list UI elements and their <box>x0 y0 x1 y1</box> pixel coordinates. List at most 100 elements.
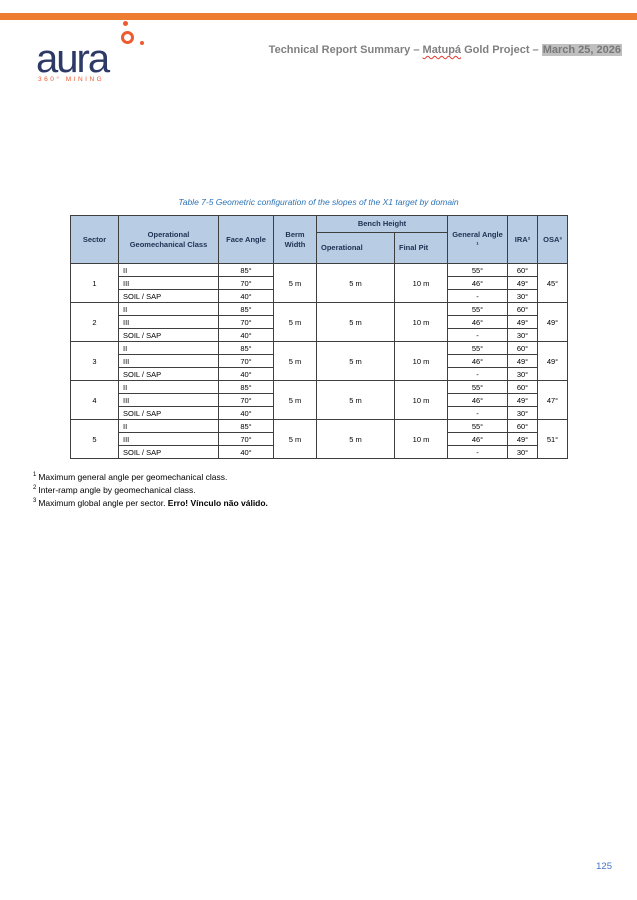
geomech-class-cell: III <box>118 315 219 329</box>
aura-logo: aura 360° MINING <box>36 14 166 89</box>
sector-cell: 1 <box>70 263 119 303</box>
footnote-3-marker: 3 <box>33 498 37 504</box>
face-angle-cell: 40° <box>218 289 274 303</box>
header-final-pit: Final Pit <box>394 232 448 264</box>
osa-cell: 49° <box>537 341 568 381</box>
table-row: SOIL / SAP 40° -30° <box>71 406 568 420</box>
general-angle-cell: 46° <box>447 393 508 407</box>
face-angle-cell: 70° <box>218 276 274 290</box>
face-angle-cell: 70° <box>218 393 274 407</box>
general-angle-cell: 55° <box>447 380 508 394</box>
ira-cell: 49° <box>507 432 538 446</box>
general-angle-cell: - <box>447 328 508 342</box>
berm-width-cell: 5 m <box>273 341 317 381</box>
ira-cell: 60° <box>507 419 538 433</box>
berm-width-cell: 5 m <box>273 380 317 420</box>
ira-cell: 60° <box>507 302 538 316</box>
ira-cell: 30° <box>507 367 538 381</box>
general-angle-cell: - <box>447 445 508 459</box>
bench-operational-cell: 5 m <box>316 302 395 342</box>
berm-width-cell: 5 m <box>273 419 317 459</box>
header-date-field: March 25, 2026 <box>541 44 622 56</box>
bench-operational-cell: 5 m <box>316 380 395 420</box>
header-title-part1: Technical Report Summary – <box>268 44 423 56</box>
ira-cell: 49° <box>507 315 538 329</box>
footnote-3-text: Maximum global angle per sector. <box>38 497 168 508</box>
bench-final-pit-cell: 10 m <box>394 263 448 303</box>
logo-tagline: 360° MINING <box>38 76 105 83</box>
geomech-class-cell: III <box>118 432 219 446</box>
ira-cell: 49° <box>507 393 538 407</box>
ira-cell: 49° <box>507 354 538 368</box>
sector-cell: 4 <box>70 380 119 420</box>
geomech-class-cell: SOIL / SAP <box>118 367 219 381</box>
document-header: Technical Report Summary – Matupá Gold P… <box>160 44 622 56</box>
geomech-class-cell: SOIL / SAP <box>118 406 219 420</box>
header-berm-width: Berm Width <box>273 215 317 264</box>
general-angle-cell: 46° <box>447 315 508 329</box>
logo-ring-icon <box>121 31 134 44</box>
ira-cell: 30° <box>507 406 538 420</box>
geomech-class-cell: II <box>118 263 219 277</box>
berm-width-cell: 5 m <box>273 302 317 342</box>
footnote-2: 2 Inter-ramp angle by geomechanical class… <box>33 482 268 495</box>
header-project-name: Matupá <box>422 44 462 56</box>
sector-cell: 2 <box>70 302 119 342</box>
bench-final-pit-cell: 10 m <box>394 419 448 459</box>
ira-cell: 60° <box>507 263 538 277</box>
footnote-1: 1 Maximum general angle per geomechanical… <box>33 469 268 482</box>
general-angle-cell: - <box>447 289 508 303</box>
logo-dot-icon <box>123 21 128 26</box>
geomech-class-cell: SOIL / SAP <box>118 289 219 303</box>
table-section: Table 7-5 Geometric configuration of the… <box>70 197 568 459</box>
general-angle-cell: - <box>447 406 508 420</box>
sector-cell: 3 <box>70 341 119 381</box>
geomech-class-cell: II <box>118 302 219 316</box>
header-general-angle: General Angle ¹ <box>447 215 508 264</box>
geomech-class-cell: II <box>118 419 219 433</box>
header-ira: IRA² <box>507 215 538 264</box>
bench-operational-cell: 5 m <box>316 341 395 381</box>
face-angle-cell: 85° <box>218 419 274 433</box>
osa-cell: 49° <box>537 302 568 342</box>
face-angle-cell: 85° <box>218 341 274 355</box>
footnote-2-marker: 2 <box>33 485 37 491</box>
osa-cell: 47° <box>537 380 568 420</box>
face-angle-cell: 70° <box>218 315 274 329</box>
page-number: 125 <box>596 861 612 872</box>
geomech-class-cell: III <box>118 393 219 407</box>
header-face-angle: Face Angle <box>218 215 274 264</box>
bench-final-pit-cell: 10 m <box>394 341 448 381</box>
footnote-1-text: Maximum general angle per geomechanical … <box>38 471 228 482</box>
ira-cell: 30° <box>507 445 538 459</box>
face-angle-cell: 85° <box>218 380 274 394</box>
header-sector: Sector <box>70 215 119 264</box>
table-row: SOIL / SAP 40° -30° <box>71 445 568 459</box>
general-angle-cell: 55° <box>447 263 508 277</box>
ira-cell: 30° <box>507 289 538 303</box>
general-angle-cell: 55° <box>447 302 508 316</box>
header-geomech-class: Operational Geomechanical Class <box>118 215 219 264</box>
header-title-part2: Gold Project – <box>461 44 542 56</box>
face-angle-cell: 40° <box>218 328 274 342</box>
face-angle-cell: 70° <box>218 354 274 368</box>
geomech-class-cell: SOIL / SAP <box>118 445 219 459</box>
bench-operational-cell: 5 m <box>316 263 395 303</box>
footnote-3-bold: Erro! Vínculo não válido. <box>167 497 268 508</box>
geomech-class-cell: SOIL / SAP <box>118 328 219 342</box>
ira-cell: 60° <box>507 380 538 394</box>
osa-cell: 51° <box>537 419 568 459</box>
geomech-class-cell: II <box>118 380 219 394</box>
header-operational: Operational <box>316 232 395 264</box>
general-angle-cell: 55° <box>447 419 508 433</box>
sector-cell: 5 <box>70 419 119 459</box>
geomech-class-cell: III <box>118 354 219 368</box>
general-angle-cell: 46° <box>447 276 508 290</box>
ira-cell: 60° <box>507 341 538 355</box>
